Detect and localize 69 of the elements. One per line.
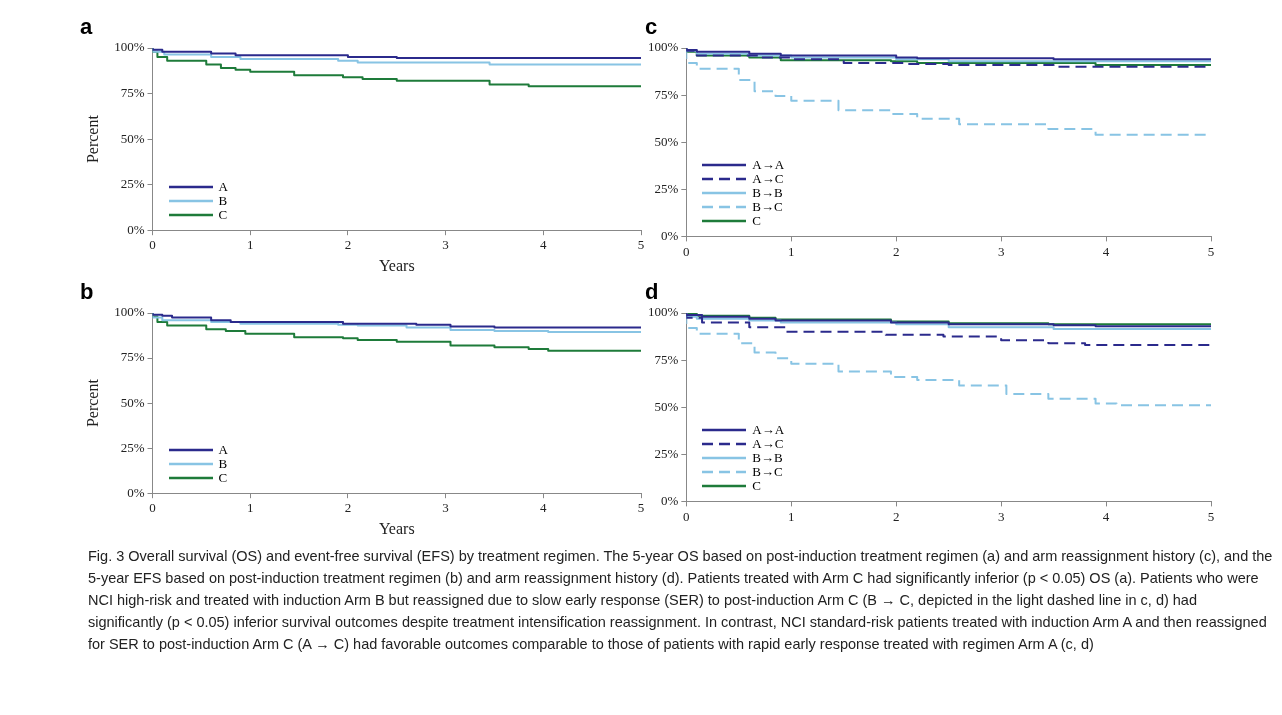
- y-tick-label: 25%: [654, 445, 679, 461]
- legend-label: A→A: [752, 157, 785, 173]
- x-tick-label: 2: [892, 243, 900, 259]
- y-tick-label: 50%: [120, 130, 145, 146]
- y-axis-title: Percent: [83, 378, 101, 428]
- legend-label: A→A: [752, 422, 785, 438]
- x-tick-label: 0: [683, 508, 690, 524]
- legend-label: A: [218, 179, 228, 195]
- y-tick-label: 75%: [120, 349, 145, 365]
- x-tick-label: 4: [540, 237, 548, 253]
- y-tick-label: 25%: [120, 439, 145, 455]
- x-axis-title: Years: [378, 519, 415, 537]
- x-tick-label: 5: [637, 237, 645, 253]
- caption: Fig. 3 Overall survival (OS) and event-free survival (EFS) by treatment regimen. The 5-year OS based on post-induction treatment regimen (a) and arm reassignment history (c), and the 5-year EFS based on post-induction treatment regimen (b) and arm reassignment history (d). Patients treated with Arm C had significantly inferior (p < 0.05) OS (a). Patients who were NCI high-risk and treated with induction Arm B but reassigned due to slow early response (SER) to post-induction Arm C (B → C, depicted in the light dashed line in c, d) had significantly (p < 0.05) inferior survival outcomes despite treatment intensification reassignment. In contrast, NCI standard-risk patients treated with induction Arm A and then reassigned for SER to post-induction Arm C (A → C) had favorable outcomes comparable to those of patients with rapid early response treated with regimen Arm A (c, d): [88, 547, 1273, 654]
- y-tick-label: 50%: [120, 394, 145, 410]
- legend-label: B→B: [752, 185, 783, 201]
- y-tick-label: 75%: [120, 84, 145, 100]
- y-tick-label: 50%: [654, 398, 679, 414]
- y-tick-label: 100%: [114, 39, 145, 55]
- legend-label: C: [218, 470, 228, 486]
- chart-title: a: [80, 14, 93, 40]
- x-tick-label: 1: [246, 237, 254, 253]
- chart-title: c: [645, 14, 658, 40]
- legend-label: B→B: [752, 450, 783, 466]
- legend-label: A→C: [752, 171, 784, 187]
- x-tick-label: 4: [1102, 243, 1110, 259]
- x-tick-label: 0: [149, 237, 156, 253]
- x-tick-label: 5: [637, 500, 645, 516]
- y-tick-label: 50%: [654, 133, 679, 149]
- x-tick-label: 2: [344, 237, 352, 253]
- legend-label: A: [218, 442, 228, 458]
- y-tick-label: 0%: [127, 484, 145, 500]
- y-tick-label: 100%: [647, 39, 679, 55]
- x-tick-label: 1: [246, 500, 254, 516]
- legend-label: B: [218, 193, 228, 209]
- y-tick-label: 0%: [127, 221, 145, 237]
- y-tick-label: 75%: [654, 86, 679, 102]
- x-tick-label: 3: [442, 237, 449, 253]
- y-tick-label: 75%: [654, 351, 679, 367]
- legend-label: C: [752, 478, 761, 494]
- y-tick-label: 25%: [120, 176, 145, 192]
- legend-label: C: [218, 207, 228, 223]
- y-tick-label: 25%: [654, 180, 679, 196]
- x-tick-label: 0: [149, 500, 156, 516]
- legend-label: B: [218, 456, 228, 472]
- y-tick-label: 0%: [660, 492, 679, 508]
- x-tick-label: 2: [892, 508, 900, 524]
- x-tick-label: 3: [442, 500, 449, 516]
- legend-label: A→C: [752, 436, 784, 452]
- x-tick-label: 3: [997, 508, 1005, 524]
- y-axis-title: Percent: [83, 114, 101, 164]
- chart-title: b: [80, 279, 94, 305]
- y-tick-label: 100%: [647, 304, 679, 320]
- y-tick-label: 0%: [660, 227, 679, 243]
- x-tick-label: 3: [997, 243, 1005, 259]
- legend-label: B→C: [752, 464, 783, 480]
- x-tick-label: 5: [1207, 243, 1215, 259]
- y-tick-label: 100%: [114, 304, 145, 320]
- x-tick-label: 1: [788, 243, 795, 259]
- x-tick-label: 2: [344, 500, 352, 516]
- legend-label: C: [752, 213, 761, 229]
- x-tick-label: 4: [1102, 508, 1110, 524]
- legend-label: B→C: [752, 199, 783, 215]
- x-tick-label: 5: [1207, 508, 1215, 524]
- x-tick-label: 1: [788, 508, 795, 524]
- x-axis-title: Years: [378, 256, 415, 274]
- chart-title: d: [645, 279, 659, 305]
- x-tick-label: 0: [683, 243, 690, 259]
- x-tick-label: 4: [540, 500, 548, 516]
